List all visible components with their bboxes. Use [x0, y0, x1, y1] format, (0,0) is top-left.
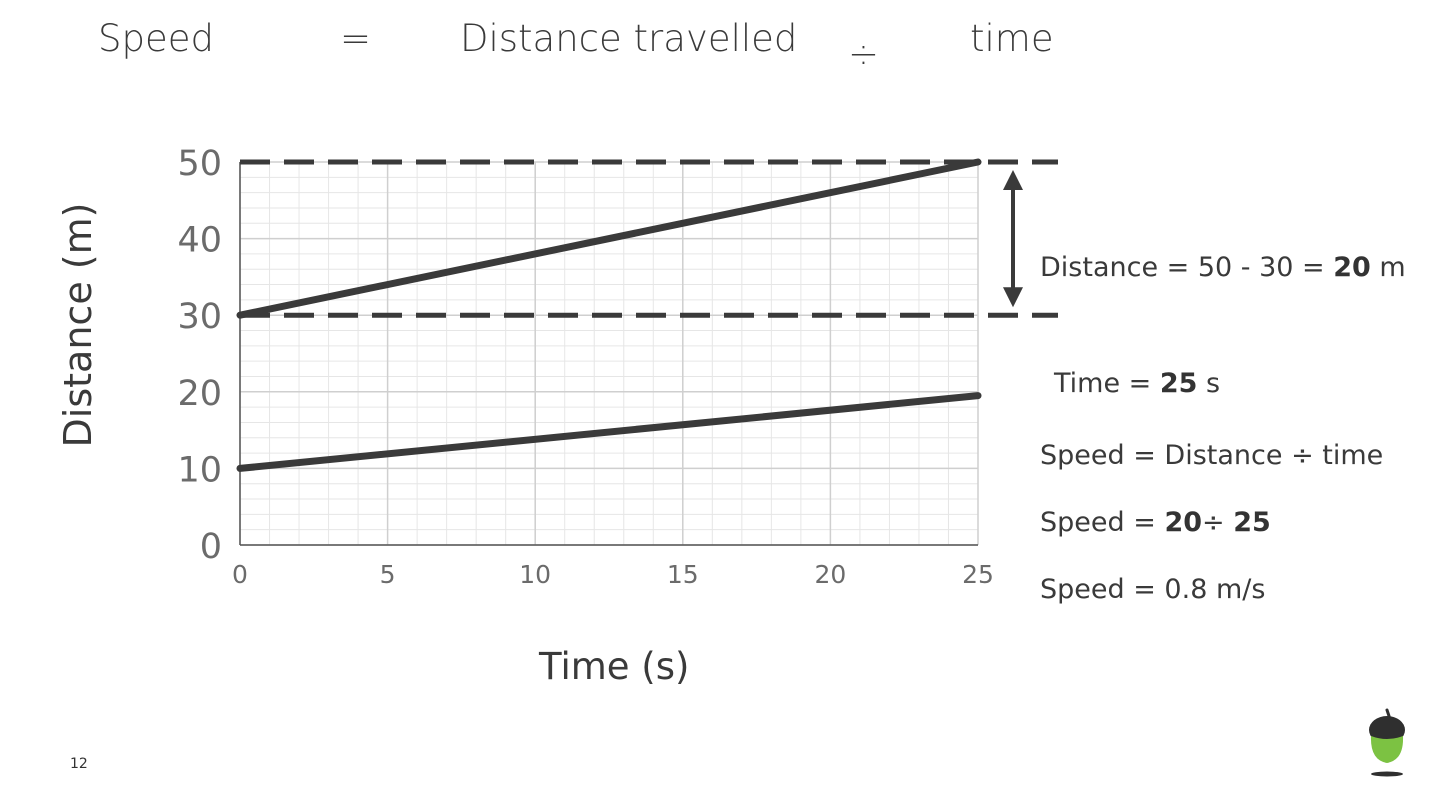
series-line-1: [236, 158, 982, 319]
series-line-2: [236, 392, 982, 472]
arrow-head-up: [1003, 170, 1023, 190]
chart-x-tick-labels: 0 5 10 15 20 25: [232, 560, 994, 589]
time-note-suffix: s: [1197, 368, 1221, 399]
speed-result-note: Speed = 0.8 m/s: [1040, 574, 1266, 605]
x-tick-label: 0: [232, 560, 248, 589]
acorn-logo-icon: [1369, 708, 1405, 777]
speed-calc-distance: 20: [1164, 507, 1203, 538]
time-note: Time = 25 s: [1054, 366, 1220, 402]
speed-calc-prefix: Speed =: [1040, 507, 1165, 538]
page-number: 12: [70, 756, 88, 772]
equation-divide: ÷: [848, 33, 880, 76]
time-note-value: 25: [1159, 368, 1198, 399]
distance-note-prefix: Distance = 50 - 30 =: [1040, 252, 1334, 283]
x-axis-label: Time (s): [539, 645, 690, 688]
y-tick-label: 50: [177, 144, 222, 184]
arrow-head-down: [1003, 287, 1023, 308]
chart-y-tick-labels: 0 10 20 30 40 50: [177, 144, 222, 567]
y-tick-label: 0: [200, 527, 222, 567]
equation-time: time: [970, 17, 1054, 60]
chart-series: [236, 158, 982, 472]
y-tick-label: 10: [177, 450, 222, 490]
speed-calc-note: Speed = 20÷ 25: [1040, 505, 1271, 541]
equation-equals: =: [340, 17, 372, 60]
equation-speed: Speed: [98, 17, 214, 60]
y-tick-label: 20: [177, 374, 222, 414]
y-tick-label: 30: [177, 297, 222, 337]
y-tick-label: 40: [177, 221, 222, 261]
x-tick-label: 20: [814, 560, 846, 589]
speed-calc-time: 25: [1233, 507, 1271, 538]
distance-note-value: 20: [1333, 252, 1371, 283]
time-note-prefix: Time =: [1054, 368, 1160, 399]
equation-distance: Distance travelled: [460, 17, 798, 60]
y-axis-label-box: Distance (m): [48, 170, 108, 480]
distance-note: Distance = 50 - 30 = 20 m: [1040, 250, 1406, 286]
speed-calc-divide: ÷: [1202, 507, 1234, 538]
chart-minor-grid: [239, 161, 979, 546]
distance-note-suffix: m: [1370, 252, 1406, 283]
x-tick-label: 25: [962, 560, 994, 589]
speed-formula-note: Speed = Distance ÷ time: [1040, 440, 1384, 471]
chart-axes: [239, 162, 978, 546]
x-tick-label: 10: [519, 560, 551, 589]
chart-major-grid: [239, 161, 979, 546]
distance-range-arrow: [1003, 170, 1023, 308]
x-tick-label: 15: [667, 560, 699, 589]
chart-reference-lines: [240, 159, 1058, 318]
y-axis-label: Distance (m): [56, 202, 100, 448]
x-tick-label: 5: [380, 560, 396, 589]
